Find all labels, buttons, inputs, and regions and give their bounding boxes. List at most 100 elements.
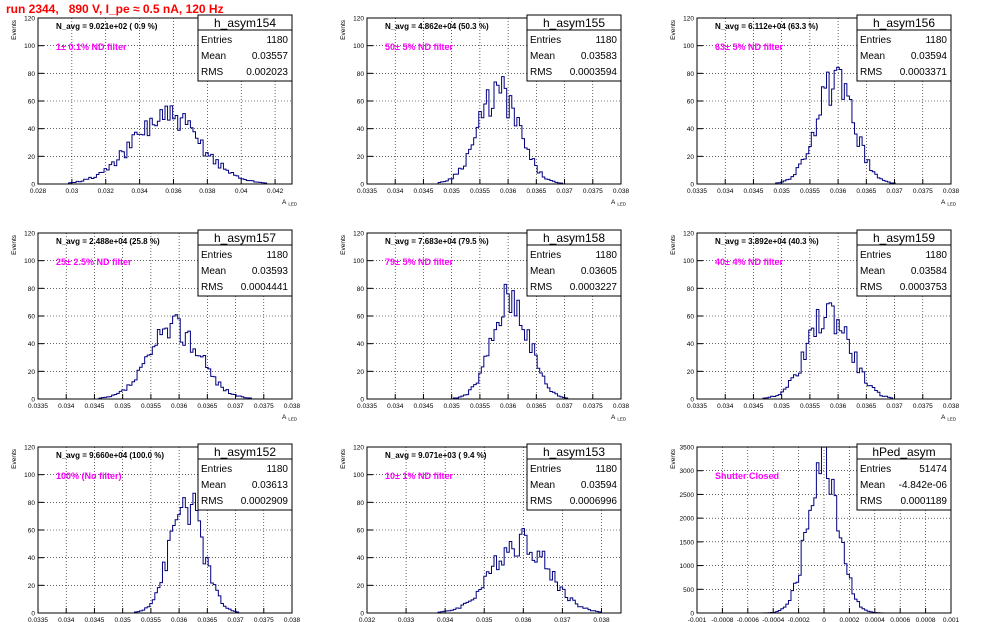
y-axis-title: Events xyxy=(670,19,677,40)
stats-box: h_asym156 Entries 1180 Mean 0.03594 RMS 0.0003… xyxy=(856,14,952,82)
x-tick-label: 0.034 xyxy=(387,188,404,195)
y-tick-label: 0 xyxy=(360,611,364,618)
stats-label: Mean xyxy=(201,480,226,491)
stats-label: Entries xyxy=(530,250,561,261)
x-tick-label: 0.0345 xyxy=(413,188,433,195)
stats-box-title: h_asym157 xyxy=(214,231,276,245)
stats-label: Entries xyxy=(860,250,891,261)
x-tick-label: 0.0345 xyxy=(743,403,763,410)
stats-label: RMS xyxy=(860,282,883,293)
x-tick-label: 0.0002 xyxy=(839,617,859,622)
x-tick-label: 0.0375 xyxy=(254,617,274,622)
x-tick-label: -0.0002 xyxy=(788,617,810,622)
x-tick-label: 0.001 xyxy=(943,617,960,622)
y-tick-label: 80 xyxy=(687,286,695,293)
y-axis-title: Events xyxy=(11,19,18,40)
stats-box: hPed_asym Entries 51474 Mean -4.842e-06 RMS 0.… xyxy=(856,443,952,511)
histogram-panel-h_asym154: 0.028 0.03 0.032 0.034 0.036 0.038 0.04 0.042 0 2… xyxy=(11,14,298,207)
x-axis-title-sub: LED xyxy=(617,202,627,207)
x-tick-label: 0.034 xyxy=(717,403,734,410)
x-tick-label: 0.0355 xyxy=(470,188,490,195)
stats-label: RMS xyxy=(860,496,883,507)
x-tick-label: -0.0006 xyxy=(737,617,759,622)
x-tick-label: 0.0375 xyxy=(913,188,933,195)
y-axis-title: Events xyxy=(670,234,677,255)
x-tick-label: 0.0335 xyxy=(687,188,707,195)
stats-value: 0.03594 xyxy=(911,51,948,62)
histogram-panel-h_asym156: 0.0335 0.034 0.0345 0.035 0.0355 0.036 0.0365 0… xyxy=(670,14,960,207)
stats-label: Mean xyxy=(530,51,555,62)
y-tick-label: 80 xyxy=(28,71,36,78)
y-tick-label: 0 xyxy=(360,397,364,404)
x-tick-label: 0.036 xyxy=(500,403,517,410)
stats-label: Mean xyxy=(860,266,885,277)
x-tick-label: 0.038 xyxy=(593,617,610,622)
y-tick-label: 3500 xyxy=(680,445,695,452)
y-tick-label: 120 xyxy=(353,16,364,23)
x-tick-label: 0.037 xyxy=(886,188,903,195)
y-axis-title: Events xyxy=(11,448,18,469)
y-tick-label: 0 xyxy=(690,397,694,404)
y-tick-label: 80 xyxy=(687,71,695,78)
stats-label: Entries xyxy=(201,35,232,46)
x-tick-label: 0.038 xyxy=(943,403,960,410)
x-tick-label: 0.0365 xyxy=(856,403,876,410)
x-tick-label: 0.0335 xyxy=(687,403,707,410)
y-tick-label: 100 xyxy=(24,258,35,265)
y-tick-label: 60 xyxy=(687,99,695,106)
y-tick-label: 20 xyxy=(357,154,365,161)
navg-label: N_avg = 2.488e+04 (25.8 %) xyxy=(56,237,160,246)
x-tick-label: 0.0365 xyxy=(197,403,217,410)
y-tick-label: 120 xyxy=(24,16,35,23)
stats-box: h_asym158 Entries 1180 Mean 0.03605 RMS 0.0003… xyxy=(526,229,622,297)
stats-label: Entries xyxy=(530,35,561,46)
stats-value: -4.842e-06 xyxy=(899,480,948,491)
stats-box-title: h_asym159 xyxy=(873,231,935,245)
y-tick-label: 40 xyxy=(357,341,365,348)
y-tick-label: 120 xyxy=(683,16,694,23)
x-tick-label: 0.0345 xyxy=(84,403,104,410)
y-tick-label: 0 xyxy=(360,182,364,189)
navg-label: N_avg = 3.892e+04 (40.3 %) xyxy=(715,237,819,246)
x-tick-label: 0.0365 xyxy=(526,188,546,195)
stats-value: 1180 xyxy=(595,250,617,261)
x-tick-label: 0.0355 xyxy=(800,403,820,410)
histogram-line xyxy=(38,492,292,614)
y-tick-label: 100 xyxy=(353,258,364,265)
y-tick-label: 80 xyxy=(28,286,36,293)
y-tick-label: 20 xyxy=(687,154,695,161)
stats-label: Mean xyxy=(530,480,555,491)
y-tick-label: 40 xyxy=(28,555,36,562)
x-axis-title-sub: LED xyxy=(947,417,957,422)
x-tick-label: 0.037 xyxy=(227,403,244,410)
x-tick-label: 0.035 xyxy=(444,188,461,195)
filter-label: 40± 4% ND filter xyxy=(715,257,783,267)
y-tick-label: 80 xyxy=(357,500,365,507)
stats-box: h_asym154 Entries 1180 Mean 0.03557 RMS 0.0020… xyxy=(197,14,293,82)
stats-value: 51474 xyxy=(919,464,947,475)
stats-value: 0.03613 xyxy=(252,480,289,491)
x-axis-title: A LED xyxy=(282,414,298,422)
stats-box: h_asym157 Entries 1180 Mean 0.03593 RMS 0.0004… xyxy=(197,229,293,297)
stats-box: h_asym152 Entries 1180 Mean 0.03613 RMS 0.0002… xyxy=(197,443,293,511)
histogram-line xyxy=(38,105,292,185)
x-tick-label: 0.0375 xyxy=(583,188,603,195)
x-tick-label: 0.0335 xyxy=(357,403,377,410)
y-tick-label: 2500 xyxy=(680,492,695,499)
y-tick-label: 20 xyxy=(357,583,365,590)
y-tick-label: 0 xyxy=(690,611,694,618)
x-tick-label: 0.036 xyxy=(830,403,847,410)
stats-label: RMS xyxy=(530,282,553,293)
y-tick-label: 60 xyxy=(28,99,36,106)
y-tick-label: 40 xyxy=(357,555,365,562)
stats-label: Entries xyxy=(201,464,232,475)
stats-value: 0.0002909 xyxy=(241,496,289,507)
x-tick-label: 0.0006 xyxy=(890,617,910,622)
y-tick-label: 60 xyxy=(357,314,365,321)
stats-box-title: h_asym152 xyxy=(214,445,276,459)
stats-label: RMS xyxy=(530,496,553,507)
stats-box: h_asym155 Entries 1180 Mean 0.03583 RMS 0.0003… xyxy=(526,14,622,82)
x-tick-label: 0.0345 xyxy=(413,403,433,410)
stats-label: RMS xyxy=(201,496,224,507)
x-tick-label: 0.036 xyxy=(500,188,517,195)
